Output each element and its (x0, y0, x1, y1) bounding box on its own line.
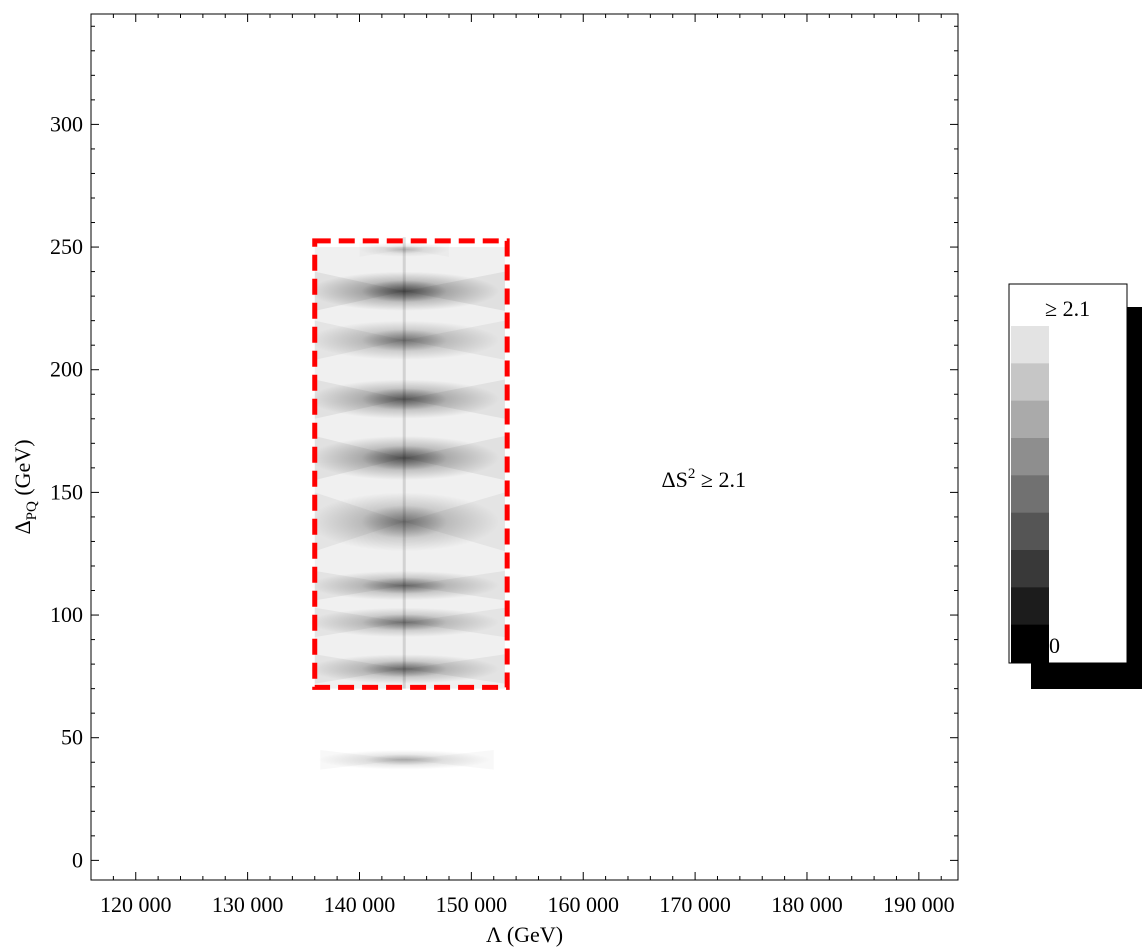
x-tick-label: 130 000 (212, 892, 284, 917)
y-tick-label: 250 (50, 234, 83, 259)
axis-ticks: 120 000 130 000 140 000 150 000 160 000 170 0… (50, 14, 958, 917)
x-axis-title: Λ (GeV) (486, 922, 563, 947)
heatmap-band (309, 435, 505, 481)
band-center (361, 577, 448, 594)
y-axis-title: ΔPQ (GeV) (10, 439, 40, 534)
heatmap-band (309, 492, 505, 552)
legend-swatch (1011, 363, 1049, 402)
legend-swatch (1011, 326, 1049, 364)
band-center (365, 754, 444, 766)
band-center (361, 614, 448, 631)
x-tick-label: 160 000 (547, 892, 619, 917)
y-tick-label: 0 (72, 847, 83, 872)
band-center (361, 445, 448, 471)
band-center (384, 245, 425, 254)
heatmap-band (309, 271, 505, 311)
band-center (361, 280, 448, 303)
legend-swatch (1011, 400, 1049, 439)
x-tick-label: 170 000 (659, 892, 731, 917)
legend-top-label: ≥ 2.1 (1045, 296, 1090, 321)
legend-swatch (1011, 512, 1049, 551)
highlight-box-group (312, 238, 510, 690)
y-tick-label: 150 (50, 479, 83, 504)
heatmap-bands (309, 237, 505, 770)
x-tick-label: 180 000 (771, 892, 843, 917)
annotation-label: ΔS2 ≥ 2.1 (662, 466, 746, 492)
x-tick-label: 120 000 (100, 892, 172, 917)
x-tick-label: 190 000 (883, 892, 955, 917)
y-tick-label: 100 (50, 602, 83, 627)
heatmap-band (309, 654, 505, 684)
highlight-box (312, 238, 510, 690)
legend-swatch (1011, 550, 1049, 588)
color-legend: ≥ 2.1 0 (1008, 283, 1142, 689)
legend-swatch (1011, 587, 1049, 626)
heatmap-band (309, 320, 505, 360)
heatmap-band (317, 749, 491, 770)
plot-frame (90, 13, 959, 881)
heatmap-band (309, 607, 505, 638)
band-center (361, 505, 448, 539)
heatmap-band (359, 242, 449, 257)
y-tick-label: 300 (50, 111, 83, 136)
heatmap-band (309, 379, 505, 419)
band-center (361, 660, 448, 678)
band-center (361, 329, 448, 352)
y-tick-label: 50 (61, 725, 83, 750)
legend-swatch (1011, 475, 1049, 514)
legend-bottom-label: 0 (1049, 633, 1060, 658)
y-tick-label: 200 (50, 357, 83, 382)
x-tick-label: 150 000 (436, 892, 508, 917)
legend-swatch (1011, 624, 1049, 663)
heatmap-band (309, 570, 505, 601)
band-center (361, 388, 448, 411)
legend-swatch (1011, 438, 1049, 476)
x-tick-label: 140 000 (324, 892, 396, 917)
